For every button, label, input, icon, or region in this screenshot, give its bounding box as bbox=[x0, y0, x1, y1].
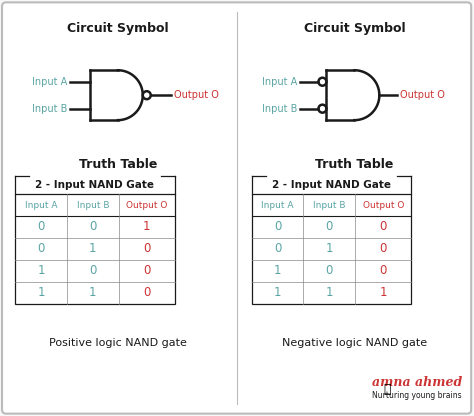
Text: 0: 0 bbox=[143, 286, 150, 300]
Text: 1: 1 bbox=[274, 265, 281, 277]
Text: Truth Table: Truth Table bbox=[315, 158, 393, 171]
Text: Positive logic NAND gate: Positive logic NAND gate bbox=[49, 338, 187, 348]
Text: 1: 1 bbox=[326, 243, 333, 255]
Text: 1: 1 bbox=[380, 286, 387, 300]
Bar bbox=[252, 194, 411, 304]
Text: Output O: Output O bbox=[126, 201, 167, 210]
Text: Circuit Symbol: Circuit Symbol bbox=[67, 22, 169, 35]
Text: Input B: Input B bbox=[31, 104, 67, 114]
Text: Input A: Input A bbox=[25, 201, 57, 210]
Text: 0: 0 bbox=[143, 243, 150, 255]
Text: 1: 1 bbox=[274, 286, 281, 300]
Text: Input A: Input A bbox=[261, 201, 294, 210]
Text: 0: 0 bbox=[380, 265, 387, 277]
Text: 1: 1 bbox=[326, 286, 333, 300]
Text: 2 - Input NAND Gate: 2 - Input NAND Gate bbox=[272, 180, 391, 190]
Text: Input B: Input B bbox=[77, 201, 109, 210]
Text: Output O: Output O bbox=[401, 90, 445, 100]
Text: 0: 0 bbox=[37, 243, 45, 255]
Text: Input A: Input A bbox=[262, 77, 298, 87]
Text: 1: 1 bbox=[37, 286, 45, 300]
Text: 1: 1 bbox=[89, 286, 97, 300]
Text: Output O: Output O bbox=[363, 201, 404, 210]
Text: 1: 1 bbox=[37, 265, 45, 277]
Text: 0: 0 bbox=[89, 265, 97, 277]
Text: 0: 0 bbox=[274, 243, 281, 255]
Text: Truth Table: Truth Table bbox=[79, 158, 157, 171]
Text: 0: 0 bbox=[89, 220, 97, 233]
Bar bbox=[15, 194, 175, 304]
Text: Output O: Output O bbox=[173, 90, 219, 100]
Text: 0: 0 bbox=[274, 220, 281, 233]
Text: Input B: Input B bbox=[262, 104, 298, 114]
Text: 📖: 📖 bbox=[383, 383, 391, 396]
Text: 0: 0 bbox=[380, 243, 387, 255]
Text: 0: 0 bbox=[326, 220, 333, 233]
Text: Input B: Input B bbox=[313, 201, 346, 210]
FancyBboxPatch shape bbox=[2, 2, 471, 414]
Text: Nurturing young brains: Nurturing young brains bbox=[373, 391, 462, 400]
Text: 0: 0 bbox=[380, 220, 387, 233]
Text: Negative logic NAND gate: Negative logic NAND gate bbox=[282, 338, 427, 348]
Text: 0: 0 bbox=[37, 220, 45, 233]
Text: Input A: Input A bbox=[32, 77, 67, 87]
Text: 0: 0 bbox=[143, 265, 150, 277]
Text: Circuit Symbol: Circuit Symbol bbox=[303, 22, 405, 35]
Text: 0: 0 bbox=[326, 265, 333, 277]
Text: amna ahmed: amna ahmed bbox=[372, 376, 463, 389]
Text: 1: 1 bbox=[143, 220, 151, 233]
Text: 1: 1 bbox=[89, 243, 97, 255]
Text: 2 - Input NAND Gate: 2 - Input NAND Gate bbox=[36, 180, 155, 190]
